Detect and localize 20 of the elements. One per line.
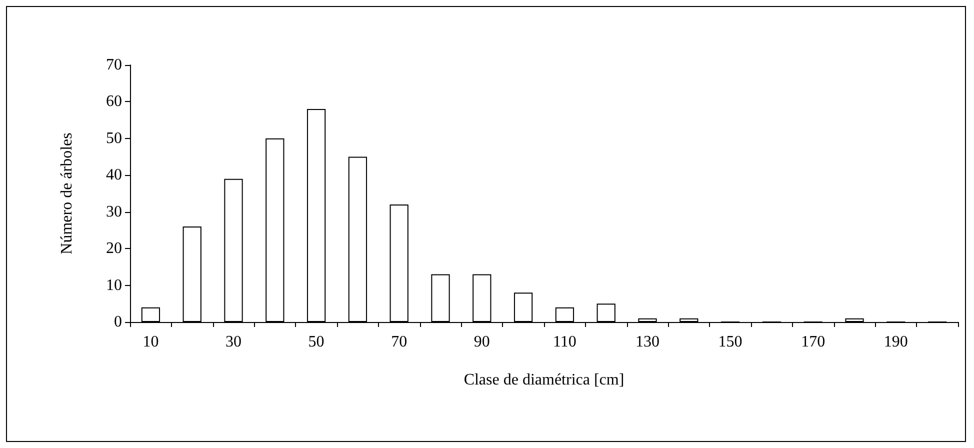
x-tick-label: 130 (636, 334, 660, 350)
x-tick-label: 10 (142, 334, 159, 350)
x-tick-label: 30 (226, 334, 242, 350)
x-axis-title: Clase de diamétrica [cm] (464, 372, 624, 388)
x-tick-label: 50 (308, 334, 324, 350)
y-tick-label: 50 (106, 130, 122, 147)
y-tick-label: 70 (106, 56, 122, 74)
x-tick-label: 90 (474, 334, 490, 350)
x-tick-label: 170 (801, 334, 826, 350)
x-tick-label: 190 (884, 334, 908, 350)
x-tick-label: 70 (391, 334, 408, 350)
x-tick-label: 150 (718, 334, 742, 350)
x-tick-label: 110 (552, 334, 576, 350)
y-tick-label: 30 (106, 203, 122, 220)
y-tick-label: 20 (106, 240, 122, 258)
y-tick-label: 40 (106, 166, 122, 184)
y-axis-title: Número de árboles (58, 132, 76, 254)
y-tick-label: 10 (106, 276, 122, 294)
y-tick-label: 0 (114, 314, 122, 330)
y-tick-label: 60 (106, 93, 122, 110)
